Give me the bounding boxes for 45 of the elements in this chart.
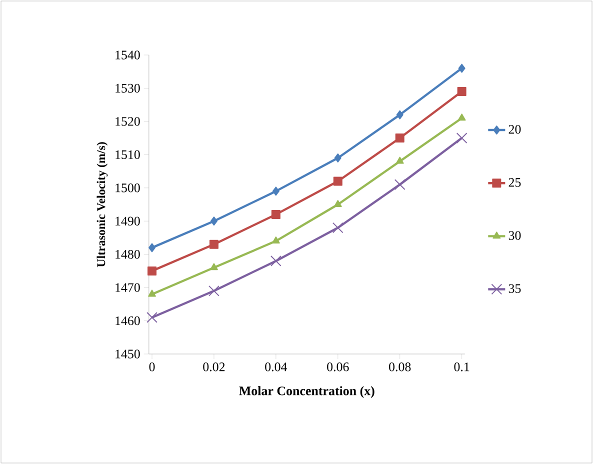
y-axis-title: Ultrasonic Velocity (m/s) — [96, 142, 108, 268]
legend-label: 25 — [508, 178, 521, 187]
x-tick-label: 0.02 — [203, 362, 225, 372]
y-tick-label: 1480 — [116, 250, 140, 259]
point — [148, 243, 156, 252]
legend-label: 35 — [508, 284, 521, 293]
point — [457, 87, 466, 96]
y-tick-label: 1530 — [116, 84, 140, 93]
point — [210, 263, 218, 270]
point — [272, 186, 280, 196]
y-tick-label: 1460 — [116, 316, 140, 326]
y-tick-label: 1520 — [116, 117, 140, 126]
x-tick-label: 0 — [149, 362, 155, 372]
point — [208, 285, 220, 296]
point — [271, 210, 280, 219]
point — [148, 290, 156, 297]
x-tick-label: 0.04 — [265, 362, 288, 372]
x-tick-label: 0.08 — [389, 362, 411, 372]
y-tick-label: 1450 — [116, 350, 140, 358]
point — [456, 132, 468, 144]
legend-label: 20 — [508, 124, 521, 134]
point — [334, 200, 342, 207]
point — [210, 216, 218, 226]
point — [146, 312, 158, 323]
x-tick-label: 0.06 — [327, 362, 349, 372]
y-tick-label: 1470 — [116, 283, 140, 292]
point — [333, 176, 342, 186]
point — [396, 110, 404, 120]
point — [209, 240, 218, 249]
y-tick-label: 1510 — [116, 150, 140, 160]
point — [395, 134, 404, 143]
point — [272, 236, 280, 244]
point — [332, 222, 344, 234]
point — [396, 156, 404, 164]
legend-label: 30 — [508, 231, 521, 240]
point — [458, 64, 466, 73]
x-axis-title: Molar Concentration (x) — [239, 386, 374, 398]
y-tick-label: 1490 — [116, 216, 140, 226]
point — [458, 114, 466, 121]
point — [334, 153, 342, 162]
y-tick-label: 1540 — [116, 50, 140, 60]
point — [148, 266, 156, 276]
point — [270, 256, 282, 266]
y-tick-label: 1500 — [116, 184, 140, 192]
x-tick-label: 0.1 — [454, 362, 470, 372]
